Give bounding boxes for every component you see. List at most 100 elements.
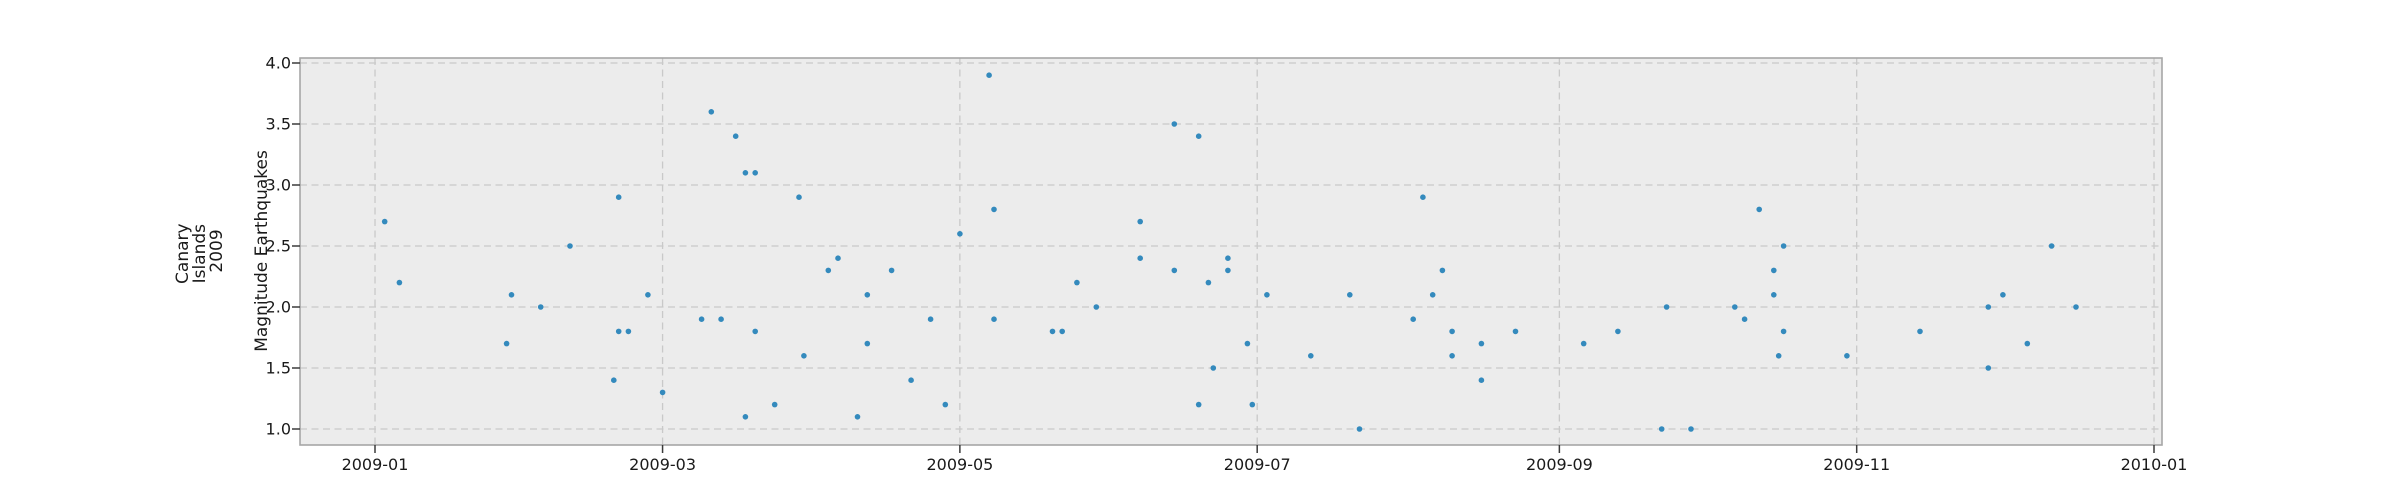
x-tick-label: 2009-01 — [342, 455, 409, 474]
earthquake-point — [396, 279, 403, 286]
earthquake-point — [864, 340, 871, 347]
earthquake-point — [1780, 328, 1787, 335]
earthquake-point — [1985, 304, 1992, 310]
earthquake-point — [611, 377, 617, 384]
x-axis-ticks — [374, 445, 2155, 453]
earthquake-point — [1137, 218, 1143, 225]
earthquake-point — [1420, 194, 1426, 200]
y-tick-label: 2.0 — [266, 298, 291, 317]
earthquake-point — [1410, 316, 1416, 323]
earthquake-point — [537, 304, 544, 310]
y-tick-label: 1.5 — [266, 359, 291, 378]
earthquake-point — [1171, 267, 1178, 274]
earthquake-point — [508, 292, 515, 298]
earthquake-point — [1844, 353, 1850, 359]
earthquake-point — [1732, 304, 1738, 310]
side-label: Canary Islands 2009 — [173, 218, 227, 284]
earthquake-point — [1049, 328, 1056, 335]
earthquake-point — [1917, 328, 1923, 335]
y-tick-label: 4.0 — [266, 54, 291, 73]
earthquake-point — [1249, 401, 1256, 408]
y-axis-label: Magnitude Earthquakes — [252, 150, 272, 352]
x-tick-label: 2009-09 — [1526, 455, 1593, 474]
earthquake-point — [1074, 279, 1080, 286]
earthquake-point — [888, 267, 895, 274]
earthquake-point — [742, 414, 749, 420]
x-tick-label: 2009-05 — [926, 455, 993, 474]
earthquake-point — [1478, 340, 1485, 347]
earthquake-point — [1658, 426, 1665, 432]
earthquake-point — [1137, 255, 1143, 261]
earthquake-point — [1615, 328, 1621, 335]
y-tick-label: 2.5 — [266, 237, 291, 256]
earthquake-point — [1985, 365, 1992, 371]
x-tick-label: 2010-01 — [2121, 455, 2188, 474]
x-gridlines — [374, 58, 2155, 445]
earthquake-point — [1449, 328, 1455, 335]
earthquake-point — [1195, 401, 1202, 408]
y-tick-label: 3.5 — [266, 115, 291, 134]
earthquake-point — [986, 72, 992, 78]
x-tick-label: 2009-11 — [1823, 455, 1890, 474]
earthquake-point — [1093, 304, 1100, 310]
y-tick-label: 1.0 — [266, 420, 291, 439]
earthquake-point — [1171, 121, 1178, 127]
earthquake-point — [1429, 292, 1436, 298]
earthquake-point — [854, 414, 861, 420]
earthquake-point — [1225, 255, 1231, 261]
earthquake-point — [1356, 426, 1363, 432]
earthquake-point — [567, 243, 573, 249]
earthquake-point — [771, 401, 778, 408]
x-tick-label: 2009-03 — [629, 455, 696, 474]
earthquake-point — [1195, 133, 1202, 139]
earthquake-point — [381, 218, 388, 225]
earthquake-point — [732, 133, 739, 139]
earthquake-point — [1741, 316, 1748, 323]
earthquake-point — [1059, 328, 1065, 335]
x-axis-tick-labels: 2009-01 2009-03 2009-05 2009-07 2009-09 2009-… — [342, 455, 2188, 474]
earthquake-point — [752, 170, 758, 176]
earthquake-point — [1308, 353, 1314, 359]
earthquake-point — [1347, 292, 1353, 298]
earthquake-point — [615, 194, 622, 200]
earthquake-point — [908, 377, 914, 384]
earthquake-point — [615, 328, 622, 335]
earthquake-point — [1225, 267, 1231, 274]
earthquake-point — [708, 109, 715, 115]
earthquake-point — [864, 292, 871, 298]
earthquake-point — [2000, 292, 2006, 298]
earthquake-point — [503, 340, 510, 347]
earthquake-point — [927, 316, 934, 323]
earthquake-point — [1439, 267, 1446, 274]
earthquake-point — [2024, 340, 2031, 347]
earthquake-point — [659, 389, 666, 396]
earthquake-point — [1244, 340, 1251, 347]
earthquake-point — [1449, 353, 1455, 359]
earthquake-point — [796, 194, 802, 200]
earthquake-point — [1580, 340, 1587, 347]
earthquake-point — [1210, 365, 1217, 371]
plot-background — [300, 58, 2162, 445]
x-tick-label: 2009-07 — [1224, 455, 1291, 474]
earthquake-point — [991, 316, 997, 323]
plot-border — [299, 57, 2163, 446]
y-axis-ticks — [292, 62, 300, 430]
earthquake-point — [1264, 292, 1270, 298]
earthquake-point — [825, 267, 832, 274]
earthquake-point — [752, 328, 758, 335]
earthquake-point — [645, 292, 651, 298]
earthquake-point — [2073, 304, 2079, 310]
earthquake-point — [2048, 243, 2055, 249]
earthquake-point — [1663, 304, 1670, 310]
earthquake-point — [1780, 243, 1787, 249]
earthquake-point — [1688, 426, 1694, 432]
earthquake-point — [1771, 292, 1777, 298]
earthquake-point — [1512, 328, 1519, 335]
y-tick-label: 3.0 — [266, 176, 291, 195]
earthquake-point — [801, 353, 807, 359]
earthquake-point — [698, 316, 705, 323]
earthquake-point — [625, 328, 632, 335]
data-points — [381, 72, 2079, 432]
